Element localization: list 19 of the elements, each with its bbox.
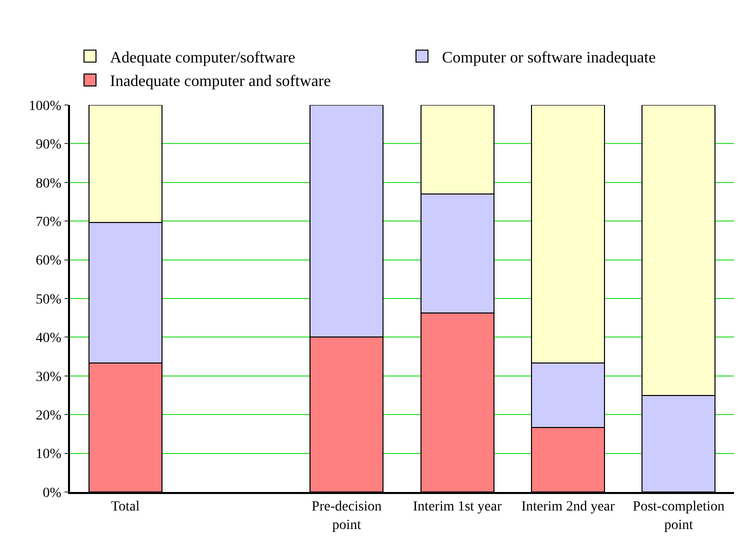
y-tick-label: 70%: [36, 215, 62, 230]
legend-label: Adequate computer/software: [110, 49, 296, 66]
y-tick-label: 10%: [36, 447, 62, 462]
x-tick-label: Post-completion point: [632, 500, 725, 533]
y-tick-label: 60%: [36, 254, 62, 269]
y-tick-label: 40%: [36, 331, 62, 346]
y-tick-label: 20%: [36, 408, 62, 424]
x-tick-label: Total: [111, 500, 140, 515]
y-tick-label: 80%: [36, 176, 62, 192]
y-tick-label: 0%: [42, 486, 62, 501]
x-tick-label: Pre-decision point: [312, 500, 382, 533]
y-tick-label: 100%: [28, 98, 62, 114]
y-tick-label: 90%: [36, 138, 62, 153]
x-tick-label: Interim 2nd year: [521, 500, 615, 515]
legend-label: Computer or software inadequate: [442, 49, 656, 66]
x-tick-label: Interim 1st year: [413, 500, 502, 515]
legend-label: Inadequate computer and software: [110, 73, 331, 90]
y-tick-label: 30%: [36, 370, 62, 385]
y-tick-label: 50%: [36, 292, 62, 308]
